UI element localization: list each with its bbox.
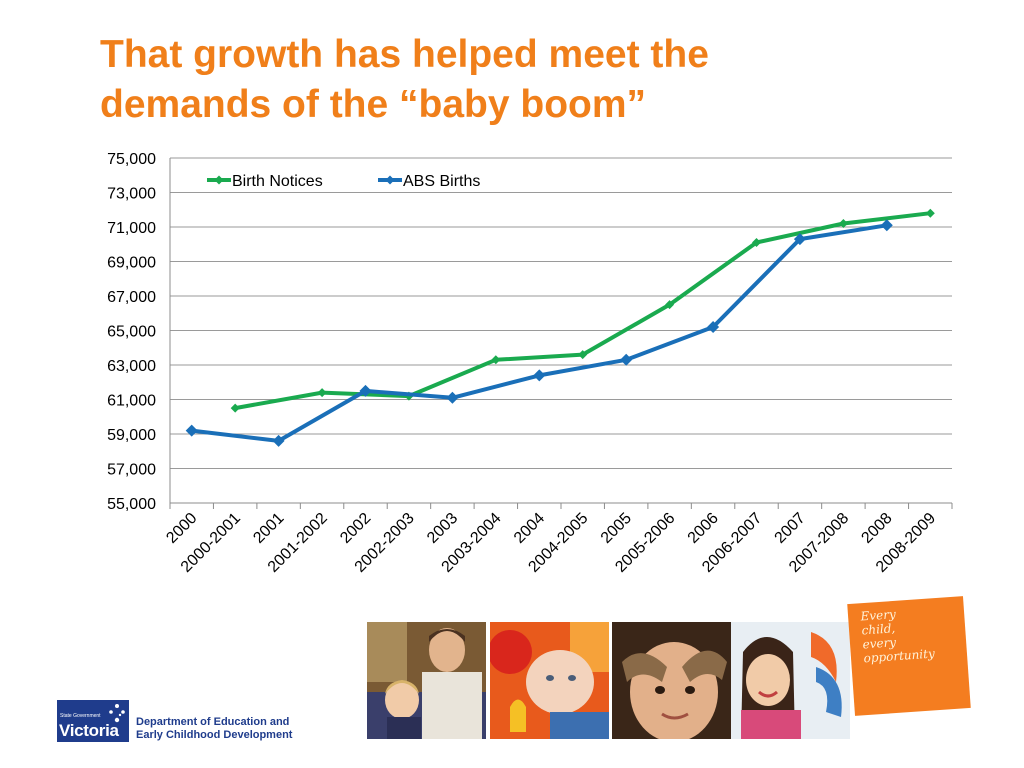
data-point <box>230 403 240 413</box>
southern-cross-icon <box>109 704 125 723</box>
y-tick-label: 69,000 <box>107 255 156 272</box>
y-tick-label: 71,000 <box>107 220 156 237</box>
data-point <box>533 369 546 382</box>
data-point <box>491 355 501 365</box>
data-point <box>793 233 806 246</box>
department-line-2: Early Childhood Development <box>136 729 293 741</box>
y-tick-label: 67,000 <box>107 289 156 306</box>
y-tick-label: 65,000 <box>107 324 156 341</box>
data-point <box>665 300 675 310</box>
slide-title: That growth has helped meet the demands … <box>100 33 709 126</box>
data-point <box>752 238 761 247</box>
chart-axes <box>169 158 953 509</box>
data-point <box>317 388 327 398</box>
slogan-text: Every child, every opportunity <box>860 603 964 665</box>
x-tick-label: 2003 <box>424 510 461 547</box>
legend-label: Birth Notices <box>232 173 323 190</box>
chart-series <box>185 208 935 447</box>
photo-father-and-child <box>367 622 486 739</box>
x-tick-label: 2000 <box>163 510 200 547</box>
series-line <box>234 211 931 411</box>
y-axis-tick-labels: 55,000 57,000 59,000 61,000 63,000 65,000 67,0… <box>107 151 156 513</box>
series-line <box>191 223 888 443</box>
legend-marker <box>385 175 395 185</box>
department-line-1: Department of Education and <box>136 716 290 728</box>
data-point <box>925 208 935 218</box>
logo-state-government: State Government <box>60 713 101 719</box>
data-point <box>446 391 459 404</box>
y-tick-label: 59,000 <box>107 427 156 444</box>
photo-baby <box>490 622 609 739</box>
legend-label: ABS Births <box>403 173 480 190</box>
data-point <box>838 219 848 228</box>
data-point <box>620 353 633 366</box>
x-tick-label: 2007 <box>772 510 809 547</box>
births-line-chart: 55,000 57,000 59,000 61,000 63,000 65,000 67,0… <box>107 151 953 576</box>
data-point <box>707 321 720 333</box>
x-tick-label: 2005 <box>598 510 635 547</box>
y-tick-label: 63,000 <box>107 358 156 375</box>
y-tick-label: 55,000 <box>107 496 156 513</box>
data-point <box>272 434 285 447</box>
y-tick-label: 75,000 <box>107 151 156 168</box>
photo-smiling-girl <box>731 622 850 739</box>
department-name: Department of Education and Early Childh… <box>136 716 292 742</box>
data-point <box>578 350 588 360</box>
x-tick-label: 2002 <box>337 510 374 547</box>
photo-child-painted-hands <box>612 622 731 739</box>
chart-gridlines <box>170 157 952 504</box>
x-tick-label: 2008 <box>858 510 895 547</box>
x-tick-label: 2001 <box>250 510 287 547</box>
data-point <box>185 424 198 437</box>
y-tick-label: 73,000 <box>107 186 156 203</box>
data-point <box>880 219 893 232</box>
y-tick-label: 61,000 <box>107 393 156 410</box>
victoria-logo: State Government Victoria <box>57 700 129 742</box>
logo-victoria: Victoria <box>59 721 119 740</box>
chart-legend: Birth Notices ABS Births <box>207 173 480 190</box>
x-tick-label: 2006 <box>685 510 722 547</box>
legend-marker <box>214 175 224 185</box>
y-tick-label: 57,000 <box>107 462 156 479</box>
x-tick-label: 2004 <box>511 510 548 547</box>
data-point <box>359 384 372 397</box>
